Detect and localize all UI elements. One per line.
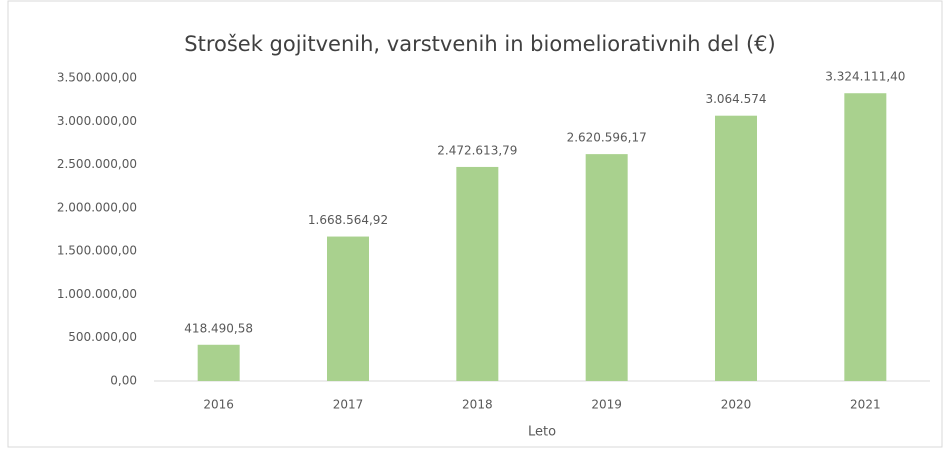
data-label: 2.620.596,17 (567, 131, 647, 145)
x-tick-label: 2021 (850, 398, 881, 412)
bar (844, 93, 887, 381)
y-tick-label: 1.500.000,00 (57, 244, 137, 258)
y-tick-label: 500.000,00 (68, 330, 137, 344)
x-tick-label: 2018 (462, 398, 493, 412)
data-label: 3.064.574 (705, 92, 766, 106)
chart-title: Strošek gojitvenih, varstvenih in biomel… (184, 32, 775, 56)
bar (197, 344, 240, 381)
x-tick-label: 2016 (203, 398, 234, 412)
data-label: 3.324.111,40 (825, 70, 905, 84)
data-label: 2.472.613,79 (437, 143, 517, 157)
y-tick-label: 3.000.000,00 (57, 114, 137, 128)
x-axis-title: Leto (528, 425, 556, 440)
bar (327, 236, 369, 381)
bar (715, 115, 757, 382)
y-tick-label: 1.000.000,00 (57, 287, 137, 301)
x-tick-label: 2020 (721, 398, 752, 412)
bar (585, 154, 628, 381)
data-label: 1.668.564,92 (308, 213, 388, 227)
y-tick-label: 2.500.000,00 (57, 157, 137, 171)
x-tick-label: 2019 (591, 398, 622, 412)
y-tick-label: 0,00 (110, 374, 137, 388)
bar (456, 166, 499, 381)
x-tick-label: 2017 (333, 398, 364, 412)
y-tick-label: 3.500.000,00 (57, 71, 137, 85)
data-label: 418.490,58 (184, 321, 253, 335)
y-tick-label: 2.000.000,00 (57, 200, 137, 214)
